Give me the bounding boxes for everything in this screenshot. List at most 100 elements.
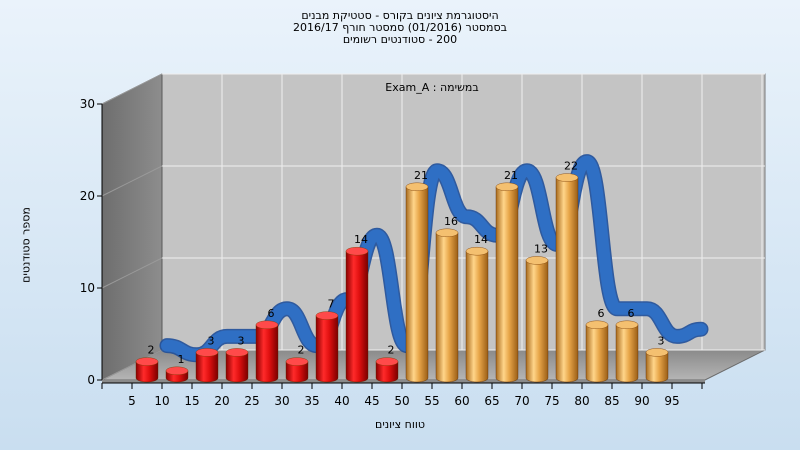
bar-top	[195, 348, 219, 357]
bar-value-label: 2	[388, 344, 395, 357]
bar-top	[525, 256, 549, 265]
histogram-bar	[165, 366, 189, 383]
histogram-bar	[465, 246, 489, 383]
histogram-bar	[285, 357, 309, 383]
gridline-side	[101, 349, 163, 381]
y-axis-label: מספר סטודנטים	[19, 207, 33, 283]
histogram-bar	[135, 357, 159, 383]
bar-value-label: 2	[148, 344, 155, 357]
legend-label: Exam_A : במשימה	[385, 81, 479, 94]
bar-body	[585, 324, 609, 383]
histogram-bar	[555, 173, 579, 383]
x-tick-label: 65	[484, 394, 499, 408]
bar-value-label: 6	[628, 307, 635, 320]
bar-top	[615, 320, 639, 329]
bar-top	[255, 320, 279, 329]
x-tick-label: 25	[244, 394, 259, 408]
bar-top	[315, 311, 339, 320]
y-tick-label: 10	[80, 281, 95, 295]
x-tick-label: 10	[154, 394, 169, 408]
bar-value-label: 6	[598, 307, 605, 320]
bar-body	[495, 186, 519, 383]
bar-top	[585, 320, 609, 329]
x-tick-label: 85	[604, 394, 619, 408]
bar-body	[615, 324, 639, 383]
bar-value-label: 3	[238, 334, 245, 347]
bar-body	[195, 352, 219, 383]
bar-body	[465, 251, 489, 383]
bar-top	[495, 182, 519, 192]
histogram-bar	[405, 182, 429, 383]
bar-body	[555, 177, 579, 383]
bar-body	[255, 324, 279, 383]
histogram-bar	[615, 320, 639, 383]
y-tick-label: 30	[80, 97, 95, 111]
bar-top	[285, 357, 309, 366]
bar-top	[225, 348, 249, 357]
bar-top	[465, 246, 489, 256]
bar-value-label: 14	[354, 233, 368, 246]
bar-value-label: 21	[504, 169, 518, 182]
bar-value-label: 22	[564, 160, 578, 173]
histogram-bar	[645, 348, 669, 383]
bar-top	[165, 366, 189, 375]
x-tick-label: 95	[664, 394, 679, 408]
bar-top	[135, 357, 159, 366]
y-tick-label: 20	[80, 189, 95, 203]
bar-body	[375, 361, 399, 383]
histogram-bar	[315, 311, 339, 383]
bar-body	[435, 232, 459, 383]
bar-top	[375, 357, 399, 366]
bar-body	[645, 352, 669, 383]
bar-value-label: 1	[178, 353, 185, 366]
gridline-side	[101, 257, 163, 289]
bar-value-label: 13	[534, 242, 548, 255]
x-tick-label: 5	[128, 394, 136, 408]
bar-body	[525, 260, 549, 383]
bar-body	[285, 361, 309, 383]
histogram-bar	[375, 357, 399, 383]
bar-value-label: 16	[444, 215, 458, 228]
title-line-2: בסמסטר (01/2016) סמסטר חורף 2016/17	[293, 21, 507, 34]
bar-value-label: 2	[298, 344, 305, 357]
bar-body	[315, 315, 339, 383]
histogram-bar	[225, 348, 249, 383]
bar-value-label: 6	[268, 307, 275, 320]
bar-value-label: 14	[474, 233, 488, 246]
title-line-1: היסטוגרמת ציונים בקורס - סטטיקת מבנים	[301, 9, 499, 22]
x-tick-label: 70	[514, 394, 529, 408]
x-tick-label: 45	[364, 394, 379, 408]
title-line-3: 200 - סטודנטים רשומים	[342, 33, 458, 46]
x-tick-label: 30	[274, 394, 289, 408]
x-tick-label: 75	[544, 394, 559, 408]
x-axis-label: טווח ציונים	[375, 418, 425, 431]
y-tick-label: 0	[87, 373, 95, 387]
chart-title: היסטוגרמת ציונים בקורס - סטטיקת מבנים בס…	[0, 10, 800, 46]
bar-top	[405, 182, 429, 192]
bar-body	[225, 352, 249, 383]
gridline-side	[101, 73, 163, 105]
histogram-bar	[195, 348, 219, 383]
x-tick-label: 60	[454, 394, 469, 408]
histogram-bar	[345, 246, 369, 383]
gridline-side	[101, 165, 163, 197]
x-tick-label: 40	[334, 394, 349, 408]
x-tick-label: 55	[424, 394, 439, 408]
bar-value-label: 21	[414, 169, 428, 182]
x-tick-label: 90	[634, 394, 649, 408]
bar-body	[405, 186, 429, 383]
histogram-bar	[585, 320, 609, 383]
histogram-bar	[255, 320, 279, 383]
histogram-bar	[495, 182, 519, 383]
x-tick-label: 80	[574, 394, 589, 408]
x-tick-label: 35	[304, 394, 319, 408]
left-wall	[101, 73, 163, 381]
bar-top	[345, 246, 369, 256]
x-tick-label: 50	[394, 394, 409, 408]
floor-edge	[102, 380, 705, 383]
x-tick-label: 15	[184, 394, 199, 408]
histogram-bar	[525, 256, 549, 383]
bar-body	[345, 251, 369, 383]
